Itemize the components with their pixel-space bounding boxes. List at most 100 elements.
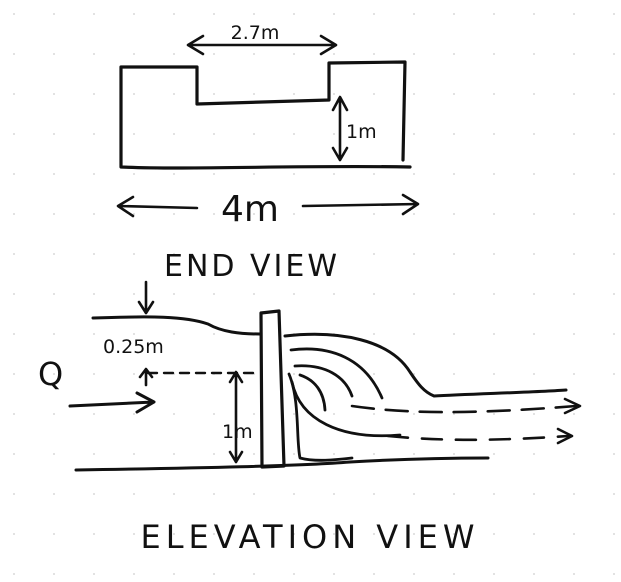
paper-dot: [413, 533, 415, 535]
paper-dot: [53, 333, 55, 335]
paper-dot: [493, 93, 495, 95]
paper-dot: [413, 573, 415, 575]
paper-dot: [213, 413, 215, 415]
paper-dot: [93, 253, 95, 255]
paper-dot: [613, 93, 615, 95]
paper-dot: [293, 13, 295, 15]
paper-dot: [13, 173, 15, 175]
paper-dot: [93, 93, 95, 95]
paper-dot: [453, 133, 455, 135]
flow-arrow: [68, 391, 156, 414]
paper-dot: [53, 453, 55, 455]
paper-dot: [373, 93, 375, 95]
paper-dot: [493, 213, 495, 215]
paper-dot: [613, 253, 615, 255]
paper-dot: [413, 93, 415, 95]
paper-dot: [413, 293, 415, 295]
paper-dot: [493, 13, 495, 15]
paper-dot: [413, 333, 415, 335]
paper-dot: [293, 213, 295, 215]
flow-label: Q: [38, 355, 63, 393]
paper-dot: [133, 453, 135, 455]
paper-dot: [213, 533, 215, 535]
paper-dot: [573, 493, 575, 495]
paper-dot: [253, 533, 255, 535]
paper-dot: [93, 373, 95, 375]
paper-dot: [533, 573, 535, 575]
paper-dot: [453, 173, 455, 175]
paper-dot: [13, 333, 15, 335]
paper-dot: [573, 453, 575, 455]
paper-dot: [453, 253, 455, 255]
total-width-label: 4m: [221, 189, 279, 230]
paper-dot: [213, 293, 215, 295]
paper-dot: [413, 53, 415, 55]
paper-dot: [293, 93, 295, 95]
paper-dot: [133, 133, 135, 135]
nappe-stream-line-3: [298, 373, 327, 412]
elevation-view: 0.25m Q 1m ELEVATION VIEW: [38, 280, 582, 556]
paper-dot: [573, 573, 575, 575]
paper-dot: [533, 413, 535, 415]
paper-dot: [333, 453, 335, 455]
downstream-arrowhead-lower: [556, 427, 574, 445]
paper-dot: [333, 173, 335, 175]
paper-dot: [53, 213, 55, 215]
nappe-stream-line-2: [293, 364, 354, 398]
paper-dot: [253, 93, 255, 95]
paper-dot: [333, 133, 335, 135]
paper-dot: [173, 573, 175, 575]
paper-dot: [613, 133, 615, 135]
paper-dot: [53, 573, 55, 575]
paper-dot: [453, 93, 455, 95]
paper-dot: [133, 573, 135, 575]
paper-dot: [493, 373, 495, 375]
paper-dot: [613, 573, 615, 575]
paper-dot: [133, 333, 135, 335]
paper-dot: [453, 493, 455, 495]
paper-dot: [493, 253, 495, 255]
paper-dot: [373, 293, 375, 295]
paper-dot: [453, 13, 455, 15]
downstream-arrowhead-upper: [563, 397, 582, 415]
paper-dot: [413, 253, 415, 255]
paper-dot: [413, 173, 415, 175]
total-width-arrow-left: [116, 195, 199, 218]
paper-dot: [453, 573, 455, 575]
paper-dot: [373, 133, 375, 135]
paper-dot: [573, 93, 575, 95]
paper-dot: [413, 133, 415, 135]
paper-dot: [493, 493, 495, 495]
paper-dot: [493, 573, 495, 575]
paper-dot: [53, 533, 55, 535]
paper-dot: [453, 533, 455, 535]
paper-dot: [413, 493, 415, 495]
paper-dot: [253, 573, 255, 575]
paper-dot: [213, 453, 215, 455]
paper-dot: [253, 173, 255, 175]
paper-dot: [333, 13, 335, 15]
paper-dot: [53, 253, 55, 255]
paper-dot: [213, 93, 215, 95]
paper-dot: [333, 413, 335, 415]
paper-dot: [133, 493, 135, 495]
end-view-caption: END VIEW: [164, 249, 340, 284]
paper-dot: [93, 13, 95, 15]
paper-dot: [533, 373, 535, 375]
paper-dot: [573, 333, 575, 335]
paper-dot: [333, 293, 335, 295]
paper-dot: [133, 413, 135, 415]
paper-dot: [13, 53, 15, 55]
paper-dot: [13, 453, 15, 455]
head-dimension-arrow: [138, 367, 154, 387]
paper-dot: [253, 213, 255, 215]
paper-dot: [373, 333, 375, 335]
paper-dot: [493, 53, 495, 55]
paper-dot: [13, 133, 15, 135]
paper-dot: [333, 93, 335, 95]
paper-dot: [613, 333, 615, 335]
elevation-view-caption: ELEVATION VIEW: [141, 518, 480, 556]
paper-dot: [613, 533, 615, 535]
paper-dot: [333, 533, 335, 535]
head-pointer-arrow: [137, 280, 155, 315]
